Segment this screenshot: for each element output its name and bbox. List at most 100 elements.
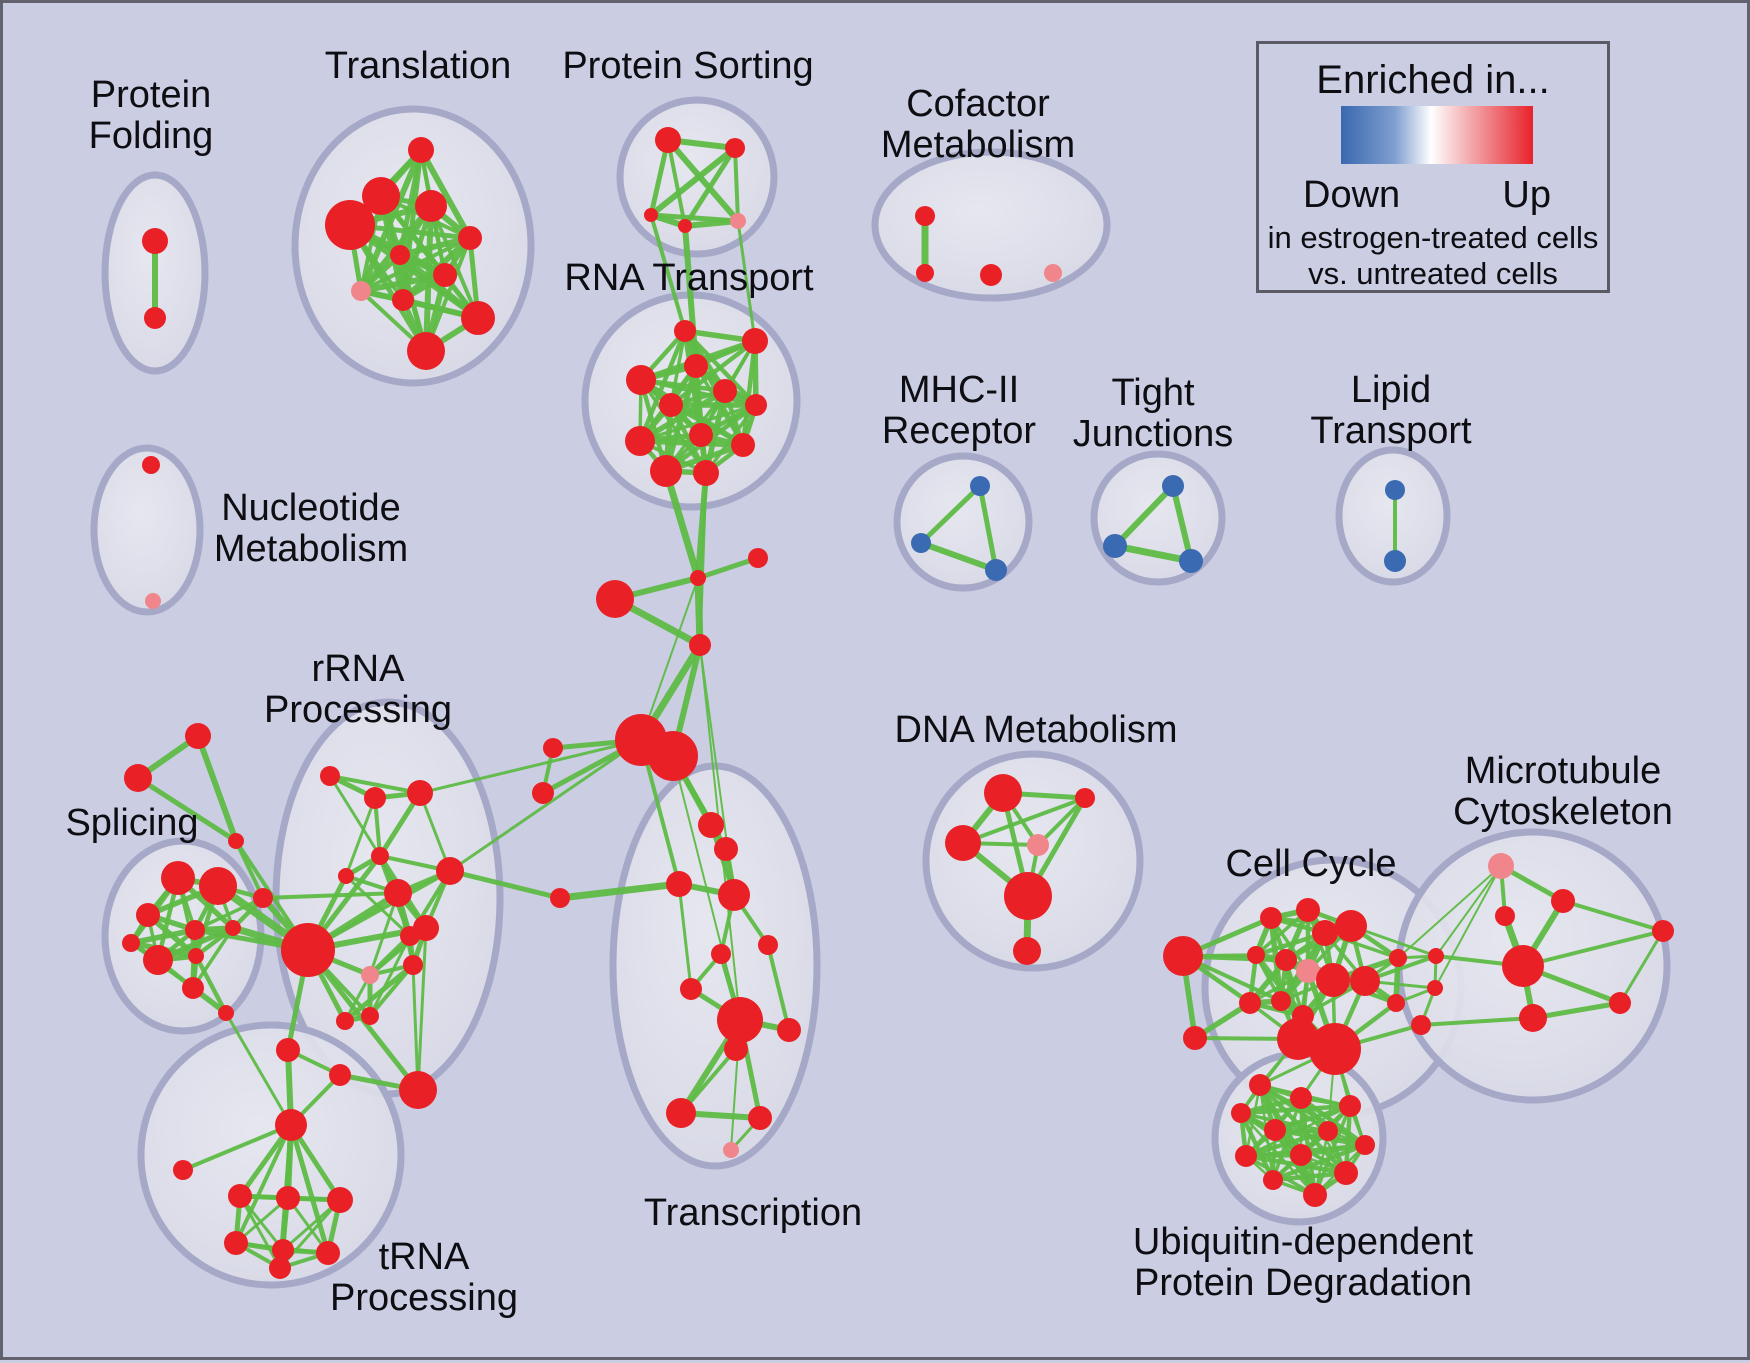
- node-Q2[interactable]: [228, 1184, 252, 1208]
- node-S7[interactable]: [188, 948, 204, 964]
- node-X10[interactable]: [666, 1098, 696, 1128]
- node-S1[interactable]: [161, 861, 195, 895]
- node-U9[interactable]: [1355, 1135, 1375, 1155]
- node-Q5[interactable]: [224, 1231, 248, 1255]
- node-A6[interactable]: [436, 857, 464, 885]
- node-X5[interactable]: [711, 944, 731, 964]
- node-CC9[interactable]: [1296, 959, 1320, 983]
- node-PS5[interactable]: [730, 213, 746, 229]
- node-MB1[interactable]: [1428, 948, 1444, 964]
- node-C2[interactable]: [748, 548, 768, 568]
- node-A5[interactable]: [338, 868, 354, 884]
- node-S4[interactable]: [185, 920, 205, 940]
- node-TJ1[interactable]: [1162, 475, 1184, 497]
- node-A10[interactable]: [400, 926, 420, 946]
- node-U4[interactable]: [1339, 1095, 1361, 1117]
- node-R10[interactable]: [731, 433, 755, 457]
- node-R8[interactable]: [689, 423, 713, 447]
- node-L2[interactable]: [1384, 550, 1406, 572]
- node-M3[interactable]: [985, 559, 1007, 581]
- node-CC10[interactable]: [1316, 963, 1350, 997]
- node-C4[interactable]: [689, 634, 711, 656]
- node-T1[interactable]: [408, 137, 434, 163]
- node-R5[interactable]: [713, 379, 737, 403]
- node-U11[interactable]: [1334, 1161, 1358, 1185]
- node-T9[interactable]: [392, 289, 414, 311]
- node-S2[interactable]: [199, 867, 237, 905]
- node-MT5[interactable]: [1609, 992, 1631, 1014]
- node-TR2[interactable]: [124, 764, 152, 792]
- node-X8[interactable]: [724, 1037, 748, 1061]
- node-PS2[interactable]: [725, 138, 745, 158]
- node-X2[interactable]: [714, 837, 738, 861]
- node-T3[interactable]: [325, 200, 375, 250]
- node-TJ3[interactable]: [1179, 549, 1203, 573]
- node-C7[interactable]: [543, 738, 563, 758]
- node-R4[interactable]: [684, 354, 708, 378]
- node-B2[interactable]: [329, 1064, 351, 1086]
- node-AH[interactable]: [281, 923, 335, 977]
- node-R2[interactable]: [742, 328, 768, 354]
- node-T10[interactable]: [461, 301, 495, 335]
- node-U2[interactable]: [1290, 1087, 1312, 1109]
- node-X6[interactable]: [758, 935, 778, 955]
- node-PS3[interactable]: [644, 208, 658, 222]
- node-T8[interactable]: [351, 281, 371, 301]
- node-CC1[interactable]: [1163, 936, 1203, 976]
- node-N2[interactable]: [145, 593, 161, 609]
- node-U10[interactable]: [1263, 1170, 1283, 1190]
- node-MT1[interactable]: [1488, 853, 1514, 879]
- node-M1[interactable]: [970, 476, 990, 496]
- node-Q3[interactable]: [276, 1186, 300, 1210]
- node-MT4[interactable]: [1519, 1004, 1547, 1032]
- node-X9[interactable]: [777, 1018, 801, 1042]
- node-CC4[interactable]: [1296, 898, 1320, 922]
- node-T7[interactable]: [433, 263, 457, 287]
- node-S9[interactable]: [218, 1005, 234, 1021]
- node-B1[interactable]: [276, 1038, 300, 1062]
- node-T11[interactable]: [407, 332, 445, 370]
- node-T2[interactable]: [362, 177, 400, 215]
- node-MT3[interactable]: [1495, 906, 1515, 926]
- node-C9[interactable]: [550, 888, 570, 908]
- node-PF2[interactable]: [144, 307, 166, 329]
- node-L1[interactable]: [1385, 480, 1405, 500]
- node-N1[interactable]: [142, 456, 160, 474]
- node-R9[interactable]: [625, 426, 655, 456]
- node-A9[interactable]: [361, 966, 379, 984]
- node-CC7[interactable]: [1247, 946, 1265, 964]
- node-S6[interactable]: [143, 945, 173, 975]
- node-R7[interactable]: [659, 393, 683, 417]
- node-D1[interactable]: [984, 774, 1022, 812]
- node-Q1[interactable]: [275, 1109, 307, 1141]
- node-PS4[interactable]: [678, 219, 692, 233]
- node-CC18[interactable]: [1387, 994, 1405, 1012]
- node-D6[interactable]: [1013, 937, 1041, 965]
- node-CC3[interactable]: [1260, 907, 1282, 929]
- node-A3[interactable]: [407, 780, 433, 806]
- node-MTH[interactable]: [1502, 945, 1544, 987]
- node-X1[interactable]: [698, 812, 724, 838]
- node-B3[interactable]: [399, 1071, 437, 1109]
- node-R3[interactable]: [626, 365, 656, 395]
- node-R6[interactable]: [745, 394, 767, 416]
- node-S3[interactable]: [136, 903, 160, 927]
- node-MT6[interactable]: [1652, 920, 1674, 942]
- node-CC2[interactable]: [1183, 1026, 1207, 1050]
- node-S5[interactable]: [225, 920, 241, 936]
- node-Q9[interactable]: [173, 1160, 193, 1180]
- node-C6[interactable]: [648, 731, 698, 781]
- node-U5[interactable]: [1264, 1119, 1286, 1141]
- node-M2[interactable]: [911, 533, 931, 553]
- node-CC11[interactable]: [1350, 966, 1380, 996]
- node-CC6[interactable]: [1335, 910, 1367, 942]
- node-A4[interactable]: [371, 847, 389, 865]
- node-T6[interactable]: [390, 245, 410, 265]
- node-T5[interactable]: [458, 226, 482, 250]
- node-MB2[interactable]: [1427, 980, 1443, 996]
- node-CC5[interactable]: [1312, 920, 1338, 946]
- node-MB3[interactable]: [1411, 1015, 1431, 1035]
- node-A1[interactable]: [320, 766, 340, 786]
- node-XH[interactable]: [717, 997, 763, 1043]
- node-R1[interactable]: [674, 320, 696, 342]
